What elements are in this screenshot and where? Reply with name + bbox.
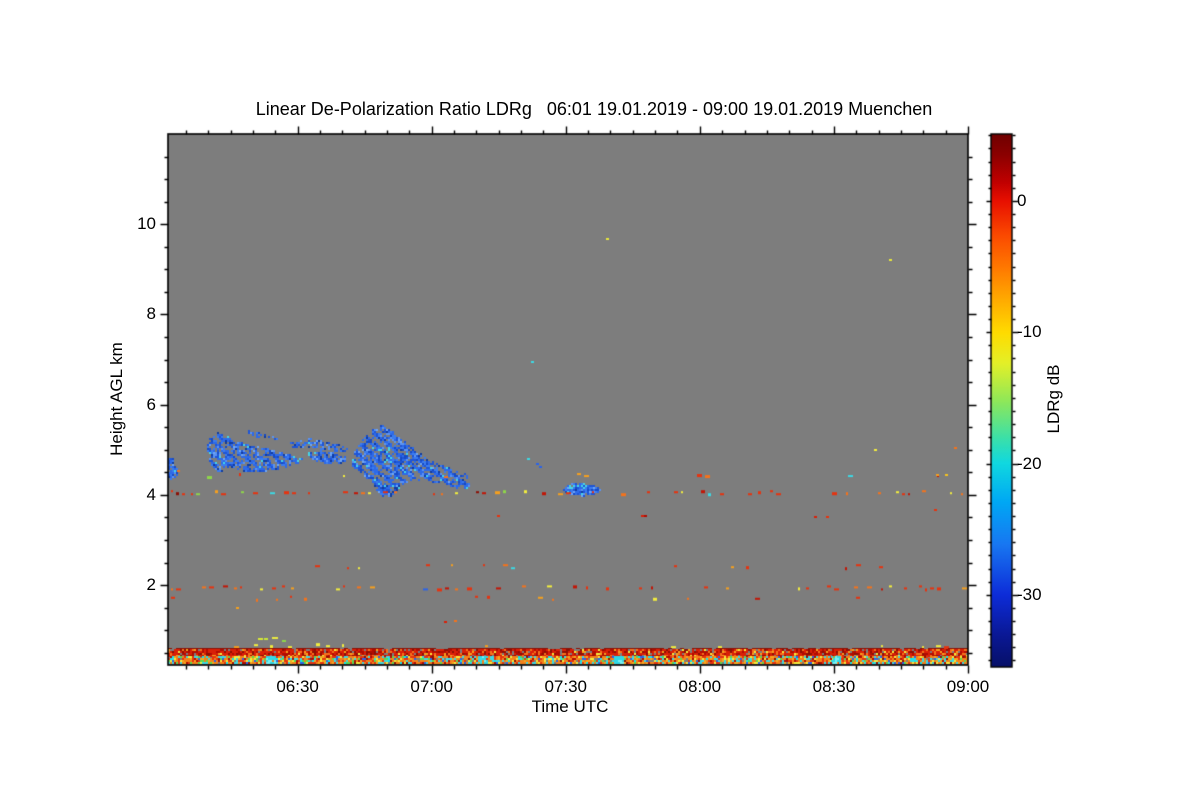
x-tick-label-0730: 07:30 [544,677,588,696]
x-tick-label-0900: 09:00 [946,677,990,696]
colorbar-tick-label-m10: -10 [1017,322,1042,342]
x-axis-label: Time UTC [531,697,609,716]
y-tick-label-2: 2 [146,575,156,595]
x-tick-label-0830: 08:30 [812,677,856,696]
colorbar-tick-label-0: 0 [1017,190,1027,210]
x-tick-label-0630: 06:30 [276,677,319,696]
y-tick-label-10: 10 [137,214,156,234]
y-tick-label-4: 4 [146,484,156,504]
x-tick-label-0700: 07:00 [410,677,453,696]
chart-title: Linear De-Polarization Ratio LDRg 06:01 … [255,99,933,119]
colorbar-tick-label-m30: -30 [1017,584,1042,604]
y-tick-label-6: 6 [146,394,156,414]
colorbar-tick-label-m20: -20 [1017,453,1042,473]
y-tick-label-8: 8 [146,304,156,324]
colorbar-label: LDRg dB [1044,364,1063,434]
x-tick-label-0800: 08:00 [678,677,722,696]
